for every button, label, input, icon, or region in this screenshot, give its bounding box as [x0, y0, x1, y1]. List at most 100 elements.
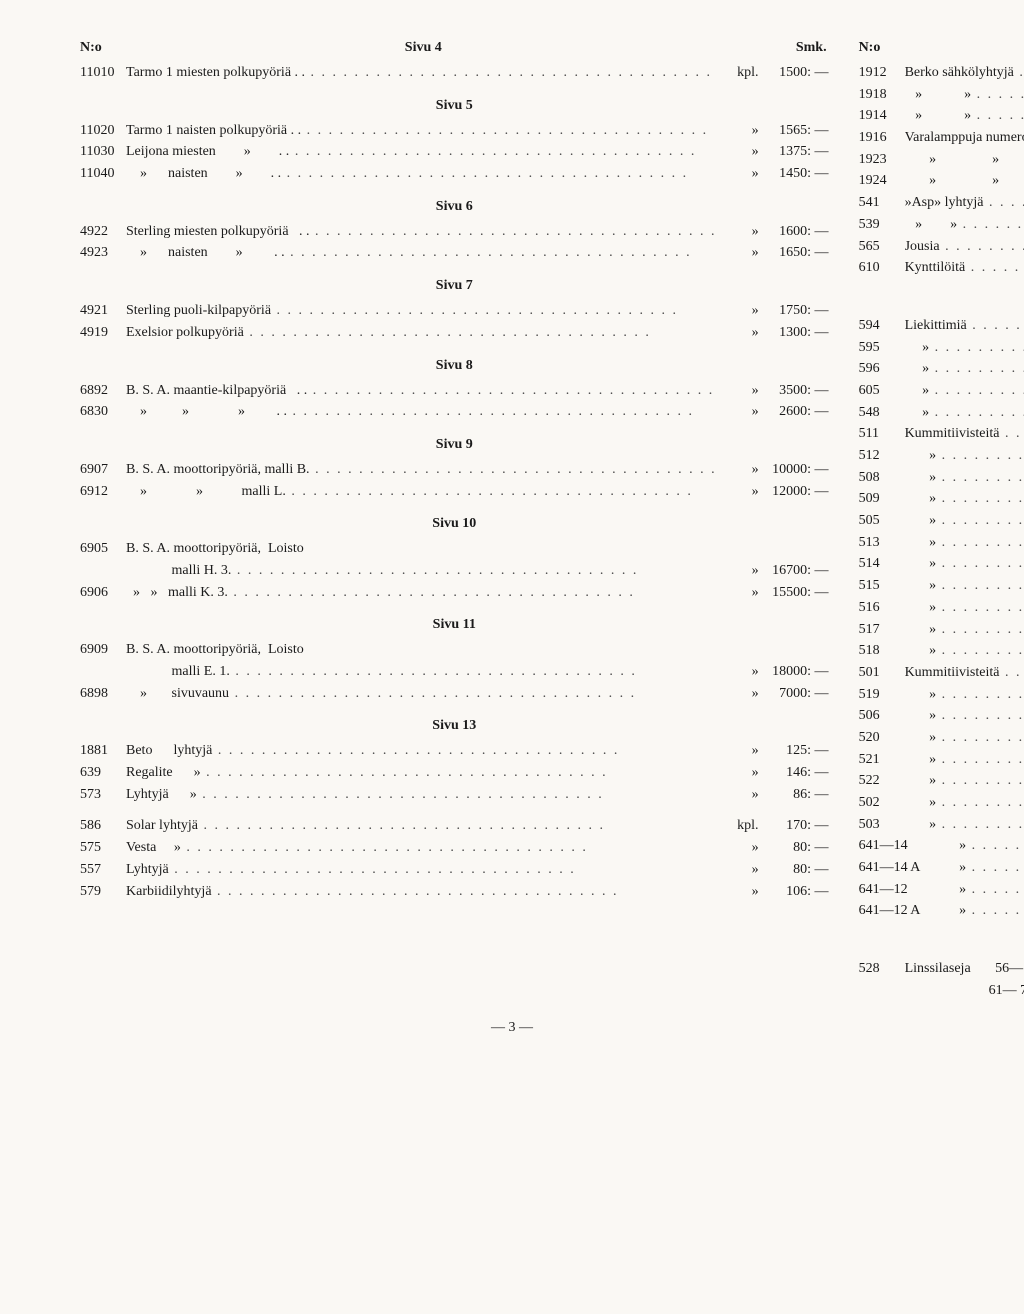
section-heading: Sivu 9	[80, 437, 829, 453]
price-row: 519 »»1: 80	[859, 684, 1024, 706]
item-description: »	[905, 510, 1024, 532]
price-row: 641—12 A »»1: 20	[859, 900, 1024, 922]
item-description: »	[905, 467, 1024, 489]
item-description: Karbiidilyhtyjä	[126, 881, 717, 903]
item-number: 501	[859, 662, 905, 684]
item-description: B. S. A. moottoripyöriä, Loisto	[126, 639, 717, 661]
item-description: »	[905, 358, 1024, 380]
item-unit: »	[717, 859, 759, 881]
price-row: 4922Sterling miesten polkupyöriä . .»160…	[80, 221, 829, 243]
price-row: 1918 » »»200: —	[859, 84, 1024, 106]
item-description: Kummitiivisteitä	[905, 662, 1024, 684]
item-number: 528	[859, 958, 905, 980]
price-row: 605 »»2: —	[859, 380, 1024, 402]
item-number: 4921	[80, 300, 126, 322]
item-description: »	[905, 814, 1024, 836]
item-number: 513	[859, 532, 905, 554]
item-unit: »	[717, 322, 759, 344]
item-price: 125: —	[759, 740, 829, 762]
price-row: 4923 » naisten » . .»1650: —	[80, 242, 829, 264]
item-description: » naisten » . .	[126, 163, 717, 185]
price-row: 639Regalite »»146: —	[80, 762, 829, 784]
item-number: 605	[859, 380, 905, 402]
item-description: »	[905, 445, 1024, 467]
price-row: 4919Exelsior polkupyöriä»1300: —	[80, 322, 829, 344]
item-unit: »	[717, 141, 759, 163]
item-number: 641—14 A	[859, 857, 935, 879]
item-number: 509	[859, 488, 905, 510]
item-description: Sterling miesten polkupyöriä . .	[126, 221, 717, 243]
item-description: » »	[905, 84, 1024, 106]
item-description: » » 1914 . .	[905, 170, 1024, 192]
item-description: »	[905, 727, 1024, 749]
item-number: 11030	[80, 141, 126, 163]
item-number: 575	[80, 837, 126, 859]
price-row: 610Kynttilöitäras.50: —	[859, 257, 1024, 279]
price-row: 6892B. S. A. maantie-kilpapyöriä . .»350…	[80, 380, 829, 402]
item-description: »	[905, 597, 1024, 619]
item-number: 573	[80, 784, 126, 806]
price-row: 557Lyhtyjä»80: —	[80, 859, 829, 881]
item-number: 515	[859, 575, 905, 597]
item-number: 6892	[80, 380, 126, 402]
item-number: 541	[859, 192, 905, 214]
item-number: 6830	[80, 401, 126, 423]
item-unit: »	[717, 740, 759, 762]
item-number: 4922	[80, 221, 126, 243]
item-unit: »	[717, 221, 759, 243]
item-unit: »	[717, 300, 759, 322]
item-number: 586	[80, 815, 126, 837]
price-row: 6830 » » » . .»2600: —	[80, 401, 829, 423]
item-price: 1565: —	[759, 120, 829, 142]
item-description: »	[905, 792, 1024, 814]
item-number: 641—12 A	[859, 900, 935, 922]
item-number: 11040	[80, 163, 126, 185]
price-row: 641—14 A »»—: 45	[859, 857, 1024, 879]
price-row: 1881Beto lyhtyjä»125: —	[80, 740, 829, 762]
header-sivu: Sivu 4	[126, 40, 721, 56]
item-price: 16700: —	[759, 560, 829, 582]
item-number: 610	[859, 257, 905, 279]
section-heading: Sivu 7	[80, 278, 829, 294]
item-unit: »	[717, 481, 759, 503]
item-unit: »	[717, 560, 759, 582]
item-number: 517	[859, 619, 905, 641]
price-row: 6909B. S. A. moottoripyöriä, Loisto	[80, 639, 829, 661]
left-column: N:o Sivu 4 Smk. 11010Tarmo 1 miesten pol…	[80, 40, 829, 1002]
item-description: »	[905, 684, 1024, 706]
item-number: 4919	[80, 322, 126, 344]
price-row: 565Jousia»3: —	[859, 236, 1024, 258]
item-number: 1918	[859, 84, 905, 106]
price-row: 539 » »»90: —	[859, 214, 1024, 236]
page-number: — 3 —	[80, 1020, 944, 1036]
header-smk: Smk.	[757, 40, 829, 56]
item-unit: »	[717, 837, 759, 859]
item-number: 595	[859, 337, 905, 359]
item-number: 522	[859, 770, 905, 792]
price-row: malli E. 1.»18000: —	[80, 661, 829, 683]
item-number: 521	[859, 749, 905, 771]
price-row: 516 »»1: 20	[859, 597, 1024, 619]
item-number: 1923	[859, 149, 905, 171]
item-price: 1450: —	[759, 163, 829, 185]
price-row: 513 »»—: 75	[859, 532, 1024, 554]
item-description: »	[905, 553, 1024, 575]
price-row: 11040 » naisten » . .»1450: —	[80, 163, 829, 185]
item-number: 565	[859, 236, 905, 258]
item-price: 1750: —	[759, 300, 829, 322]
price-row: 575Vesta »»80: —	[80, 837, 829, 859]
item-description: »	[905, 640, 1024, 662]
price-row: 579Karbiidilyhtyjä»106: —	[80, 881, 829, 903]
item-description: Tarmo 1 miesten polkupyöriä . .	[126, 62, 717, 84]
item-unit: »	[717, 401, 759, 423]
price-row: 511Kummitiivisteitä»—: 30	[859, 423, 1024, 445]
item-number: 505	[859, 510, 905, 532]
price-row: 509 »»—: 75	[859, 488, 1024, 510]
item-number: 6912	[80, 481, 126, 503]
section-heading: Sivu 13	[80, 718, 829, 734]
item-price: 146: —	[759, 762, 829, 784]
price-row: 512 »»—: 70	[859, 445, 1024, 467]
price-row: 522 »»1: 50	[859, 770, 1024, 792]
item-number: 1924	[859, 170, 905, 192]
item-price: 1375: —	[759, 141, 829, 163]
